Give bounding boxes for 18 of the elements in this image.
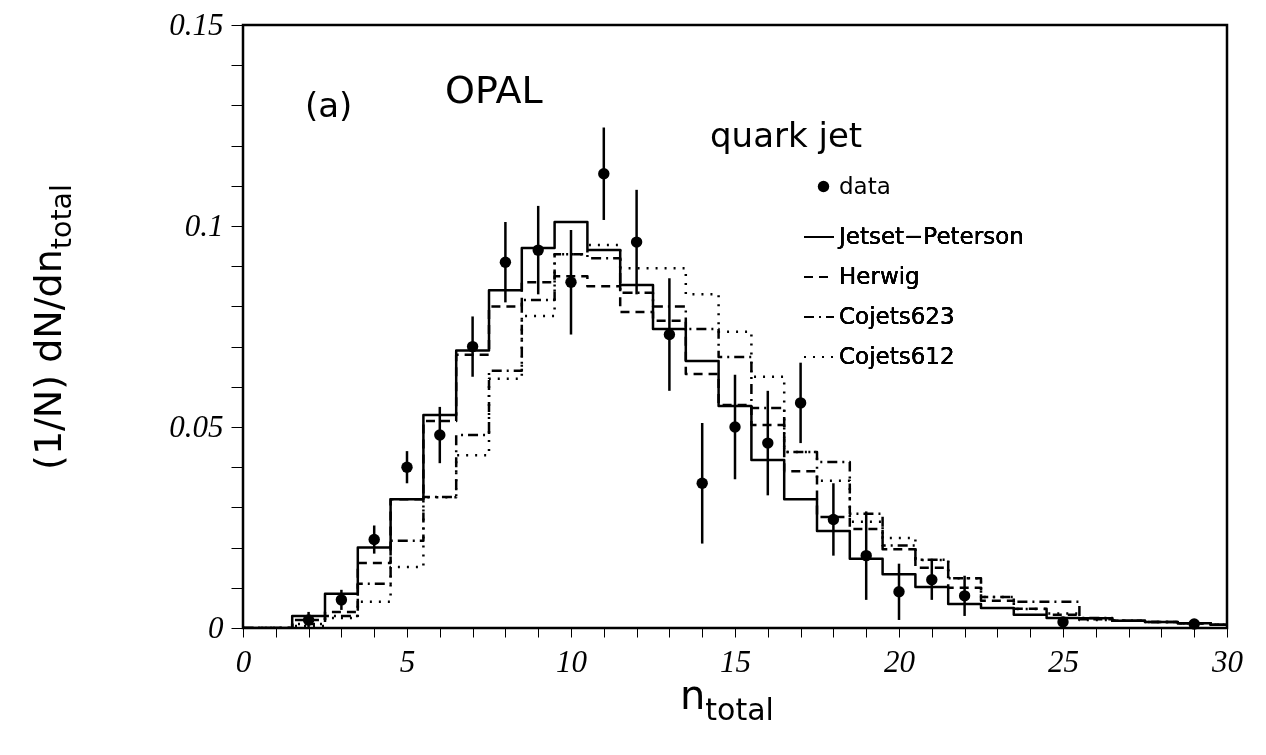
legend-label: Cojets623 xyxy=(839,303,955,329)
annotation: OPAL xyxy=(445,68,543,112)
legend-label: Herwig xyxy=(839,263,920,289)
annotation: (a) xyxy=(305,85,353,125)
annotation: quark jet xyxy=(710,115,863,155)
x-tick-label: 20 xyxy=(884,643,916,679)
legend-label: Cojets612 xyxy=(839,343,955,369)
legend-label: data xyxy=(839,172,891,199)
x-tick-label: 25 xyxy=(1048,643,1079,679)
x-tick-label: 0 xyxy=(235,643,252,679)
x-tick-label: 5 xyxy=(399,643,416,679)
x-tick-label: 10 xyxy=(556,643,588,679)
y-tick-label: 0.05 xyxy=(169,408,224,444)
y-tick-label: 0 xyxy=(208,609,224,645)
x-tick-label: 30 xyxy=(1211,643,1244,679)
y-tick-label: 0.15 xyxy=(169,6,224,42)
y-tick-label: 0.1 xyxy=(184,207,224,243)
legend-label: Jetset−Peterson xyxy=(837,223,1024,249)
